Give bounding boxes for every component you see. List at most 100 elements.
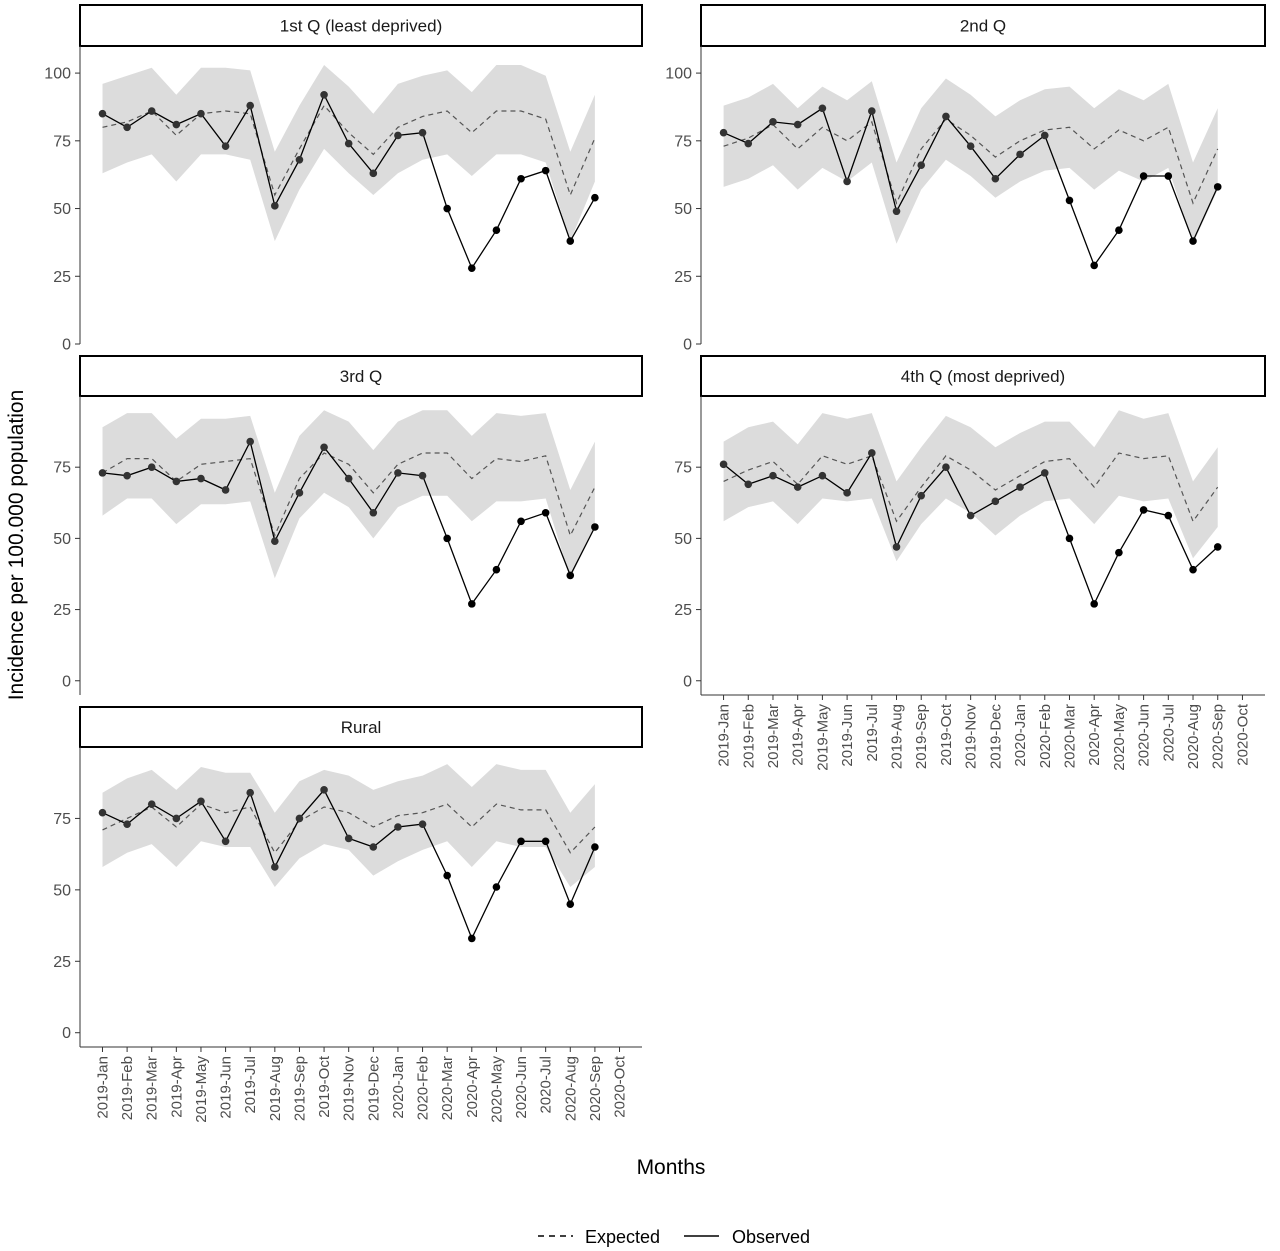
panel-title: 2nd Q bbox=[960, 17, 1006, 36]
observed-point bbox=[1016, 483, 1024, 491]
observed-point bbox=[818, 471, 827, 480]
observed-point bbox=[221, 486, 230, 494]
y-tick-label: 50 bbox=[53, 201, 71, 218]
x-tick-label: 2019-Apr bbox=[790, 704, 807, 766]
confidence-band bbox=[102, 410, 595, 579]
observed-point bbox=[172, 814, 181, 823]
x-tick-label: 2019-May bbox=[814, 704, 831, 771]
x-tick-label: 2020-Aug bbox=[562, 1056, 579, 1121]
y-tick-label: 0 bbox=[683, 337, 692, 354]
observed-point bbox=[369, 169, 378, 178]
expected-line bbox=[723, 118, 1219, 205]
observed-point bbox=[744, 480, 753, 489]
observed-point bbox=[320, 786, 328, 794]
panel-rural: Rural 0 25 50 75 2019-Jan 2019-Feb 2019-Mar 2019… bbox=[53, 706, 643, 1123]
x-tick-label: 2020-Jul bbox=[538, 1056, 555, 1114]
observed-point bbox=[98, 109, 107, 118]
observed-point bbox=[443, 871, 451, 880]
observed-point bbox=[246, 101, 255, 110]
confidence-band bbox=[102, 764, 595, 887]
observed-point bbox=[1016, 150, 1024, 159]
observed-point bbox=[467, 264, 476, 272]
observed-point bbox=[1164, 172, 1173, 180]
observed-point bbox=[1040, 131, 1049, 140]
panel-q4: 4th Q (most deprived) 0 25 50 75 2019-Jan 2019… bbox=[674, 355, 1266, 771]
x-tick-label: 2019-Nov bbox=[963, 704, 980, 770]
observed-point bbox=[492, 226, 501, 235]
observed-point bbox=[246, 788, 255, 797]
legend-label-observed: Observed bbox=[732, 1227, 810, 1247]
observed-point bbox=[517, 837, 525, 846]
x-tick-label: 2020-Jun bbox=[513, 1056, 530, 1119]
panel-q1: 1st Q (least deprived) 0 25 50 75 100 bbox=[44, 4, 643, 354]
panel-strip bbox=[79, 355, 643, 397]
x-tick-label: 2020-May bbox=[488, 1056, 505, 1123]
observed-point bbox=[1065, 534, 1074, 543]
observed-point bbox=[1040, 469, 1049, 477]
panel-title: 3rd Q bbox=[340, 367, 383, 386]
observed-point bbox=[1065, 196, 1074, 205]
observed-point bbox=[271, 537, 279, 546]
x-tick-label: 2019-Jul bbox=[864, 704, 881, 762]
expected-line bbox=[102, 452, 596, 538]
observed-point bbox=[197, 474, 205, 483]
x-tick-label: 2019-Mar bbox=[144, 1056, 161, 1120]
y-tick-label: 0 bbox=[62, 673, 71, 690]
observed-point bbox=[719, 460, 728, 469]
x-tick-label: 2020-Aug bbox=[1185, 704, 1202, 769]
panel-q3: 3rd Q 0 25 50 75 bbox=[53, 355, 643, 695]
observed-point bbox=[221, 142, 230, 151]
observed-point bbox=[541, 837, 550, 846]
observed-point bbox=[394, 131, 402, 140]
observed-point bbox=[147, 800, 156, 808]
panel-title: Rural bbox=[341, 718, 382, 737]
observed-point bbox=[295, 489, 304, 497]
observed-point bbox=[966, 142, 975, 151]
observed-point bbox=[492, 565, 501, 574]
y-axis-title: Incidence per 100.000 population bbox=[5, 390, 28, 701]
y-tick-label: 0 bbox=[62, 337, 71, 354]
observed-point bbox=[744, 139, 753, 148]
observed-point bbox=[517, 517, 525, 526]
observed-point bbox=[719, 128, 728, 137]
observed-point bbox=[172, 477, 181, 486]
observed-point bbox=[246, 437, 255, 446]
observed-point bbox=[517, 174, 525, 183]
x-tick-label: 2020-Apr bbox=[464, 1056, 481, 1118]
panels-layer: 1st Q (least deprived) 0 25 50 75 100 2nd Q 0 25… bbox=[44, 4, 1266, 1123]
observed-point bbox=[793, 120, 802, 129]
observed-point bbox=[467, 600, 476, 608]
y-tick-label: 100 bbox=[665, 66, 692, 83]
observed-point bbox=[1115, 226, 1123, 235]
observed-point bbox=[917, 161, 926, 169]
observed-point bbox=[1213, 183, 1222, 191]
observed-point bbox=[147, 107, 156, 115]
panel-title: 4th Q (most deprived) bbox=[901, 367, 1065, 386]
observed-point bbox=[271, 202, 279, 210]
observed-point bbox=[123, 123, 131, 132]
observed-point bbox=[1139, 172, 1148, 180]
observed-point bbox=[344, 834, 353, 843]
observed-point bbox=[492, 883, 501, 891]
observed-point bbox=[942, 112, 950, 121]
observed-point bbox=[843, 177, 851, 186]
confidence-band bbox=[723, 410, 1218, 562]
x-tick-label: 2020-Jan bbox=[390, 1056, 407, 1119]
observed-point bbox=[843, 489, 851, 497]
panel-strip bbox=[700, 355, 1266, 397]
x-tick-label: 2019-Dec bbox=[987, 704, 1004, 770]
observed-point bbox=[991, 174, 1000, 183]
observed-point bbox=[769, 471, 777, 480]
y-tick-label: 100 bbox=[44, 66, 71, 83]
observed-point bbox=[123, 820, 131, 828]
y-tick-label: 0 bbox=[683, 673, 692, 690]
observed-point bbox=[123, 471, 131, 480]
x-tick-label: 2019-Sep bbox=[913, 704, 930, 769]
y-tick-label: 75 bbox=[53, 460, 71, 477]
x-tick-label: 2020-Sep bbox=[587, 1056, 604, 1121]
x-tick-label: 2019-Dec bbox=[365, 1056, 382, 1122]
observed-point bbox=[966, 511, 975, 520]
observed-point bbox=[917, 491, 926, 500]
y-tick-label: 0 bbox=[62, 1025, 71, 1042]
panel-strip bbox=[700, 4, 1266, 47]
